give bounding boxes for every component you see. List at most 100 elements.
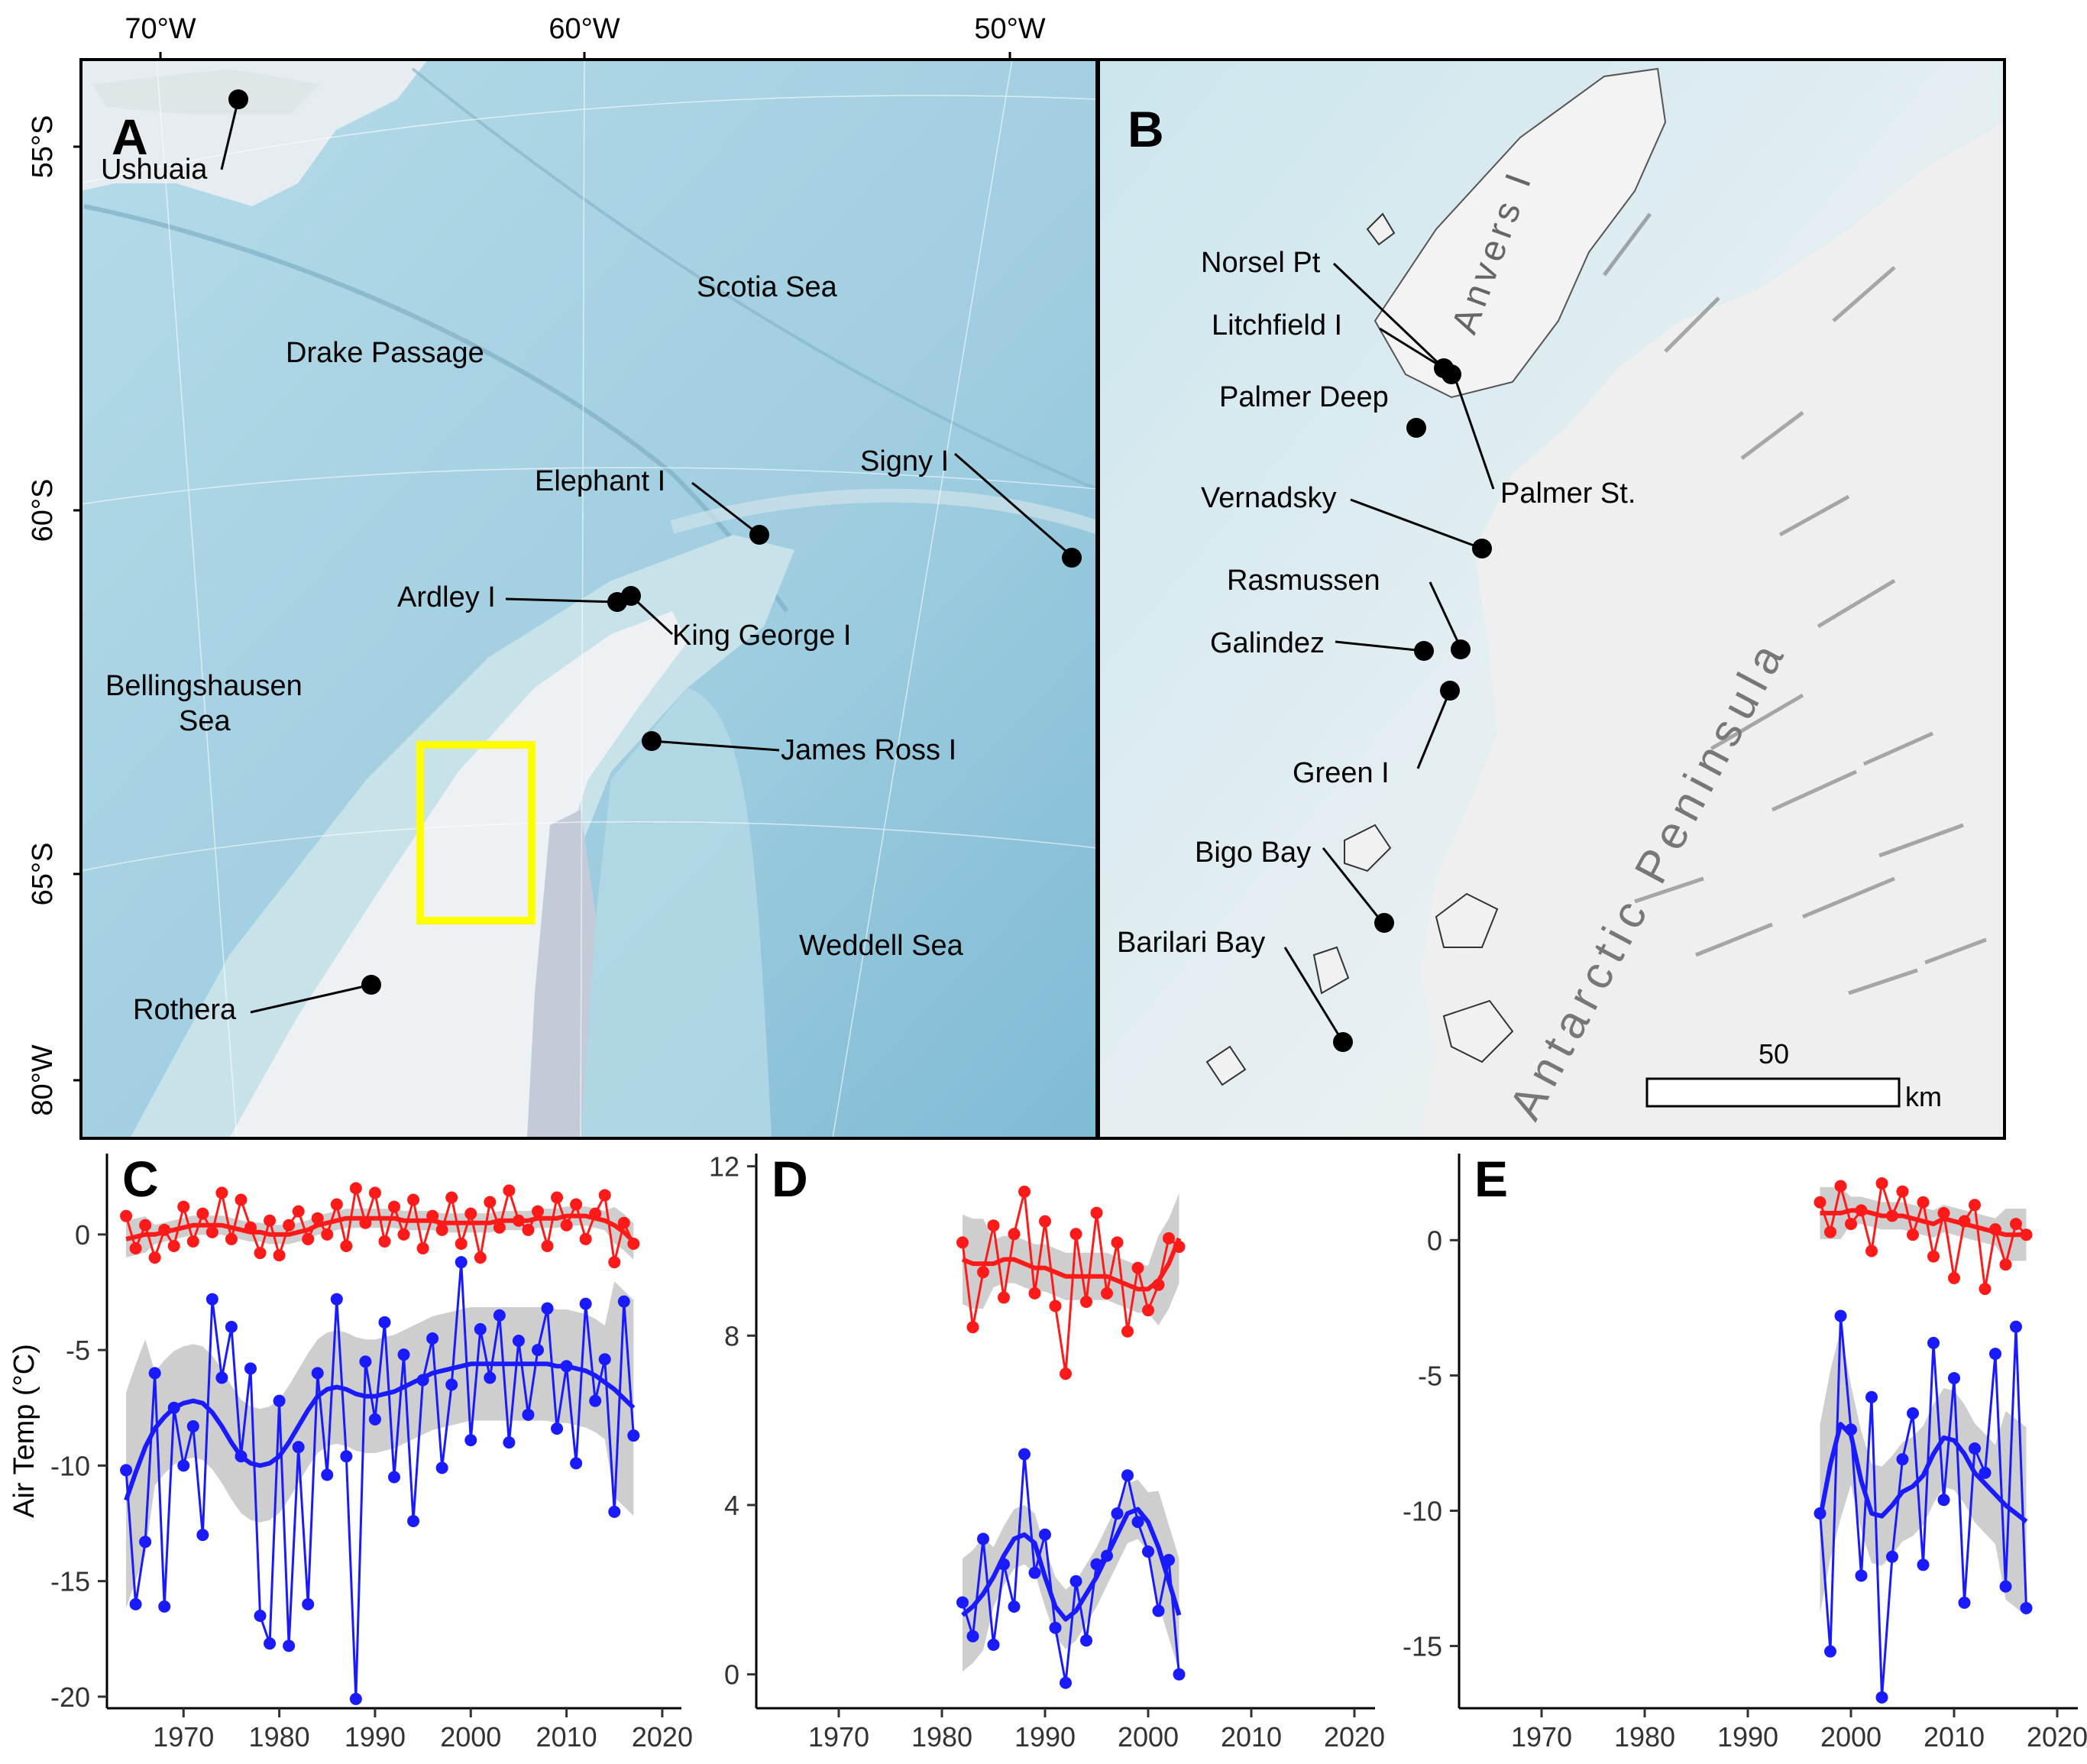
- data-point: [368, 1413, 381, 1426]
- weddell-shelf: [581, 688, 772, 1138]
- study-area-box: [416, 741, 536, 924]
- data-point: [1834, 1180, 1847, 1193]
- data-point: [321, 1228, 334, 1241]
- site-dot: [1451, 639, 1471, 659]
- data-point: [1948, 1371, 1960, 1384]
- graticule: [81, 60, 1097, 1138]
- x-tick-label: 2010: [536, 1721, 597, 1753]
- x-tick-label: 1980: [911, 1721, 972, 1753]
- data-point: [579, 1232, 592, 1245]
- data-point: [225, 1232, 238, 1245]
- data-point: [1018, 1185, 1031, 1198]
- data-point: [1865, 1390, 1878, 1403]
- y-tick-label: 12: [709, 1151, 739, 1183]
- x-tick-label: 2020: [1324, 1721, 1385, 1753]
- place-label: Weddell Sea: [799, 930, 964, 962]
- station-dot: [361, 975, 381, 995]
- confidence-band: [963, 1193, 1179, 1326]
- scotia-ridge: [411, 67, 1097, 490]
- data-point: [1142, 1545, 1154, 1558]
- data-point: [1028, 1566, 1041, 1579]
- data-point: [1018, 1448, 1031, 1461]
- south-scotia-ridge: [670, 488, 1097, 534]
- data-point: [532, 1205, 544, 1218]
- data-point: [627, 1429, 640, 1442]
- site-dot: [1414, 641, 1434, 661]
- data-point: [129, 1597, 142, 1610]
- data-point: [359, 1355, 372, 1368]
- data-point: [1080, 1295, 1092, 1308]
- data-point: [388, 1471, 400, 1484]
- data-point: [589, 1394, 602, 1407]
- x-tick-label: 1970: [153, 1721, 214, 1753]
- data-point: [977, 1533, 989, 1546]
- data-point: [205, 1293, 218, 1306]
- data-point: [273, 1394, 286, 1407]
- data-point: [397, 1348, 410, 1361]
- station-dot: [642, 731, 662, 751]
- site-dot: [1406, 418, 1426, 438]
- scale-value: 50: [1759, 1038, 1789, 1070]
- data-point: [273, 1249, 286, 1262]
- place-label: Elephant I: [535, 465, 665, 497]
- data-point: [608, 1505, 621, 1518]
- station-dot: [621, 586, 641, 606]
- y-tick-label: -10: [1403, 1495, 1442, 1526]
- site-label: Galindez: [1210, 627, 1325, 659]
- data-point: [1121, 1325, 1134, 1338]
- data-point: [493, 1221, 506, 1234]
- data-point: [1845, 1218, 1857, 1231]
- larsen-ice-shelf: [527, 810, 596, 1138]
- data-point: [2010, 1320, 2022, 1333]
- data-point: [1008, 1228, 1021, 1241]
- data-point: [330, 1293, 343, 1306]
- data-point: [264, 1637, 277, 1650]
- lat-label: 65°S: [27, 843, 59, 906]
- leader-lines-b: [1283, 262, 1495, 1043]
- data-point: [1937, 1206, 1950, 1219]
- place-label: Scotia Sea: [697, 271, 838, 303]
- data-point: [1907, 1406, 1919, 1419]
- data-point: [493, 1309, 506, 1322]
- data-point: [349, 1182, 362, 1195]
- data-point: [139, 1219, 152, 1232]
- coastal-islands: [1205, 212, 1514, 1086]
- place-label: James Ross I: [781, 734, 956, 766]
- y-tick-label: -20: [50, 1681, 90, 1713]
- data-point: [522, 1408, 535, 1421]
- data-point: [1039, 1215, 1051, 1228]
- chart-panel-e: 1970 1980 1990 2000 2010 2020 0 -5 -10 -15 E: [1403, 1151, 2087, 1753]
- data-point: [1060, 1676, 1072, 1689]
- data-point: [426, 1332, 439, 1345]
- lat-labels: 55°S 60°S 65°S 80°W: [27, 115, 81, 1116]
- data-point: [302, 1597, 315, 1610]
- data-point: [1069, 1228, 1082, 1241]
- station-dot: [228, 89, 248, 109]
- data-point: [311, 1212, 324, 1225]
- anvers-island: [1374, 67, 1667, 399]
- chart-panel-d: 1970 1980 1990 2000 2010 2020 0 4 8 12 D: [709, 1151, 1385, 1753]
- data-point: [215, 1371, 228, 1384]
- data-point: [541, 1240, 554, 1252]
- data-point: [966, 1630, 979, 1643]
- series-line: [125, 1262, 635, 1699]
- trend-line: [124, 1361, 636, 1501]
- place-label: Ardley I: [397, 581, 496, 613]
- data-point: [205, 1225, 218, 1238]
- panel-letter-b: B: [1128, 101, 1164, 157]
- x-tick-label: 1970: [1511, 1721, 1572, 1753]
- trend-line: [1817, 1422, 2028, 1523]
- panel-letter: C: [122, 1151, 159, 1207]
- data-point: [503, 1436, 516, 1449]
- site-label: Palmer Deep: [1219, 381, 1389, 413]
- site-markers: [1333, 358, 1492, 1052]
- site-label: Litchfield I: [1212, 309, 1342, 341]
- site-label: Vernadsky: [1201, 482, 1336, 514]
- data-point: [1131, 1261, 1144, 1274]
- land-texture: [92, 69, 321, 115]
- trend-line: [125, 1213, 636, 1244]
- data-point: [1008, 1600, 1021, 1613]
- data-point: [254, 1247, 267, 1260]
- leader-lines: [220, 99, 1073, 1014]
- data-point: [129, 1242, 142, 1255]
